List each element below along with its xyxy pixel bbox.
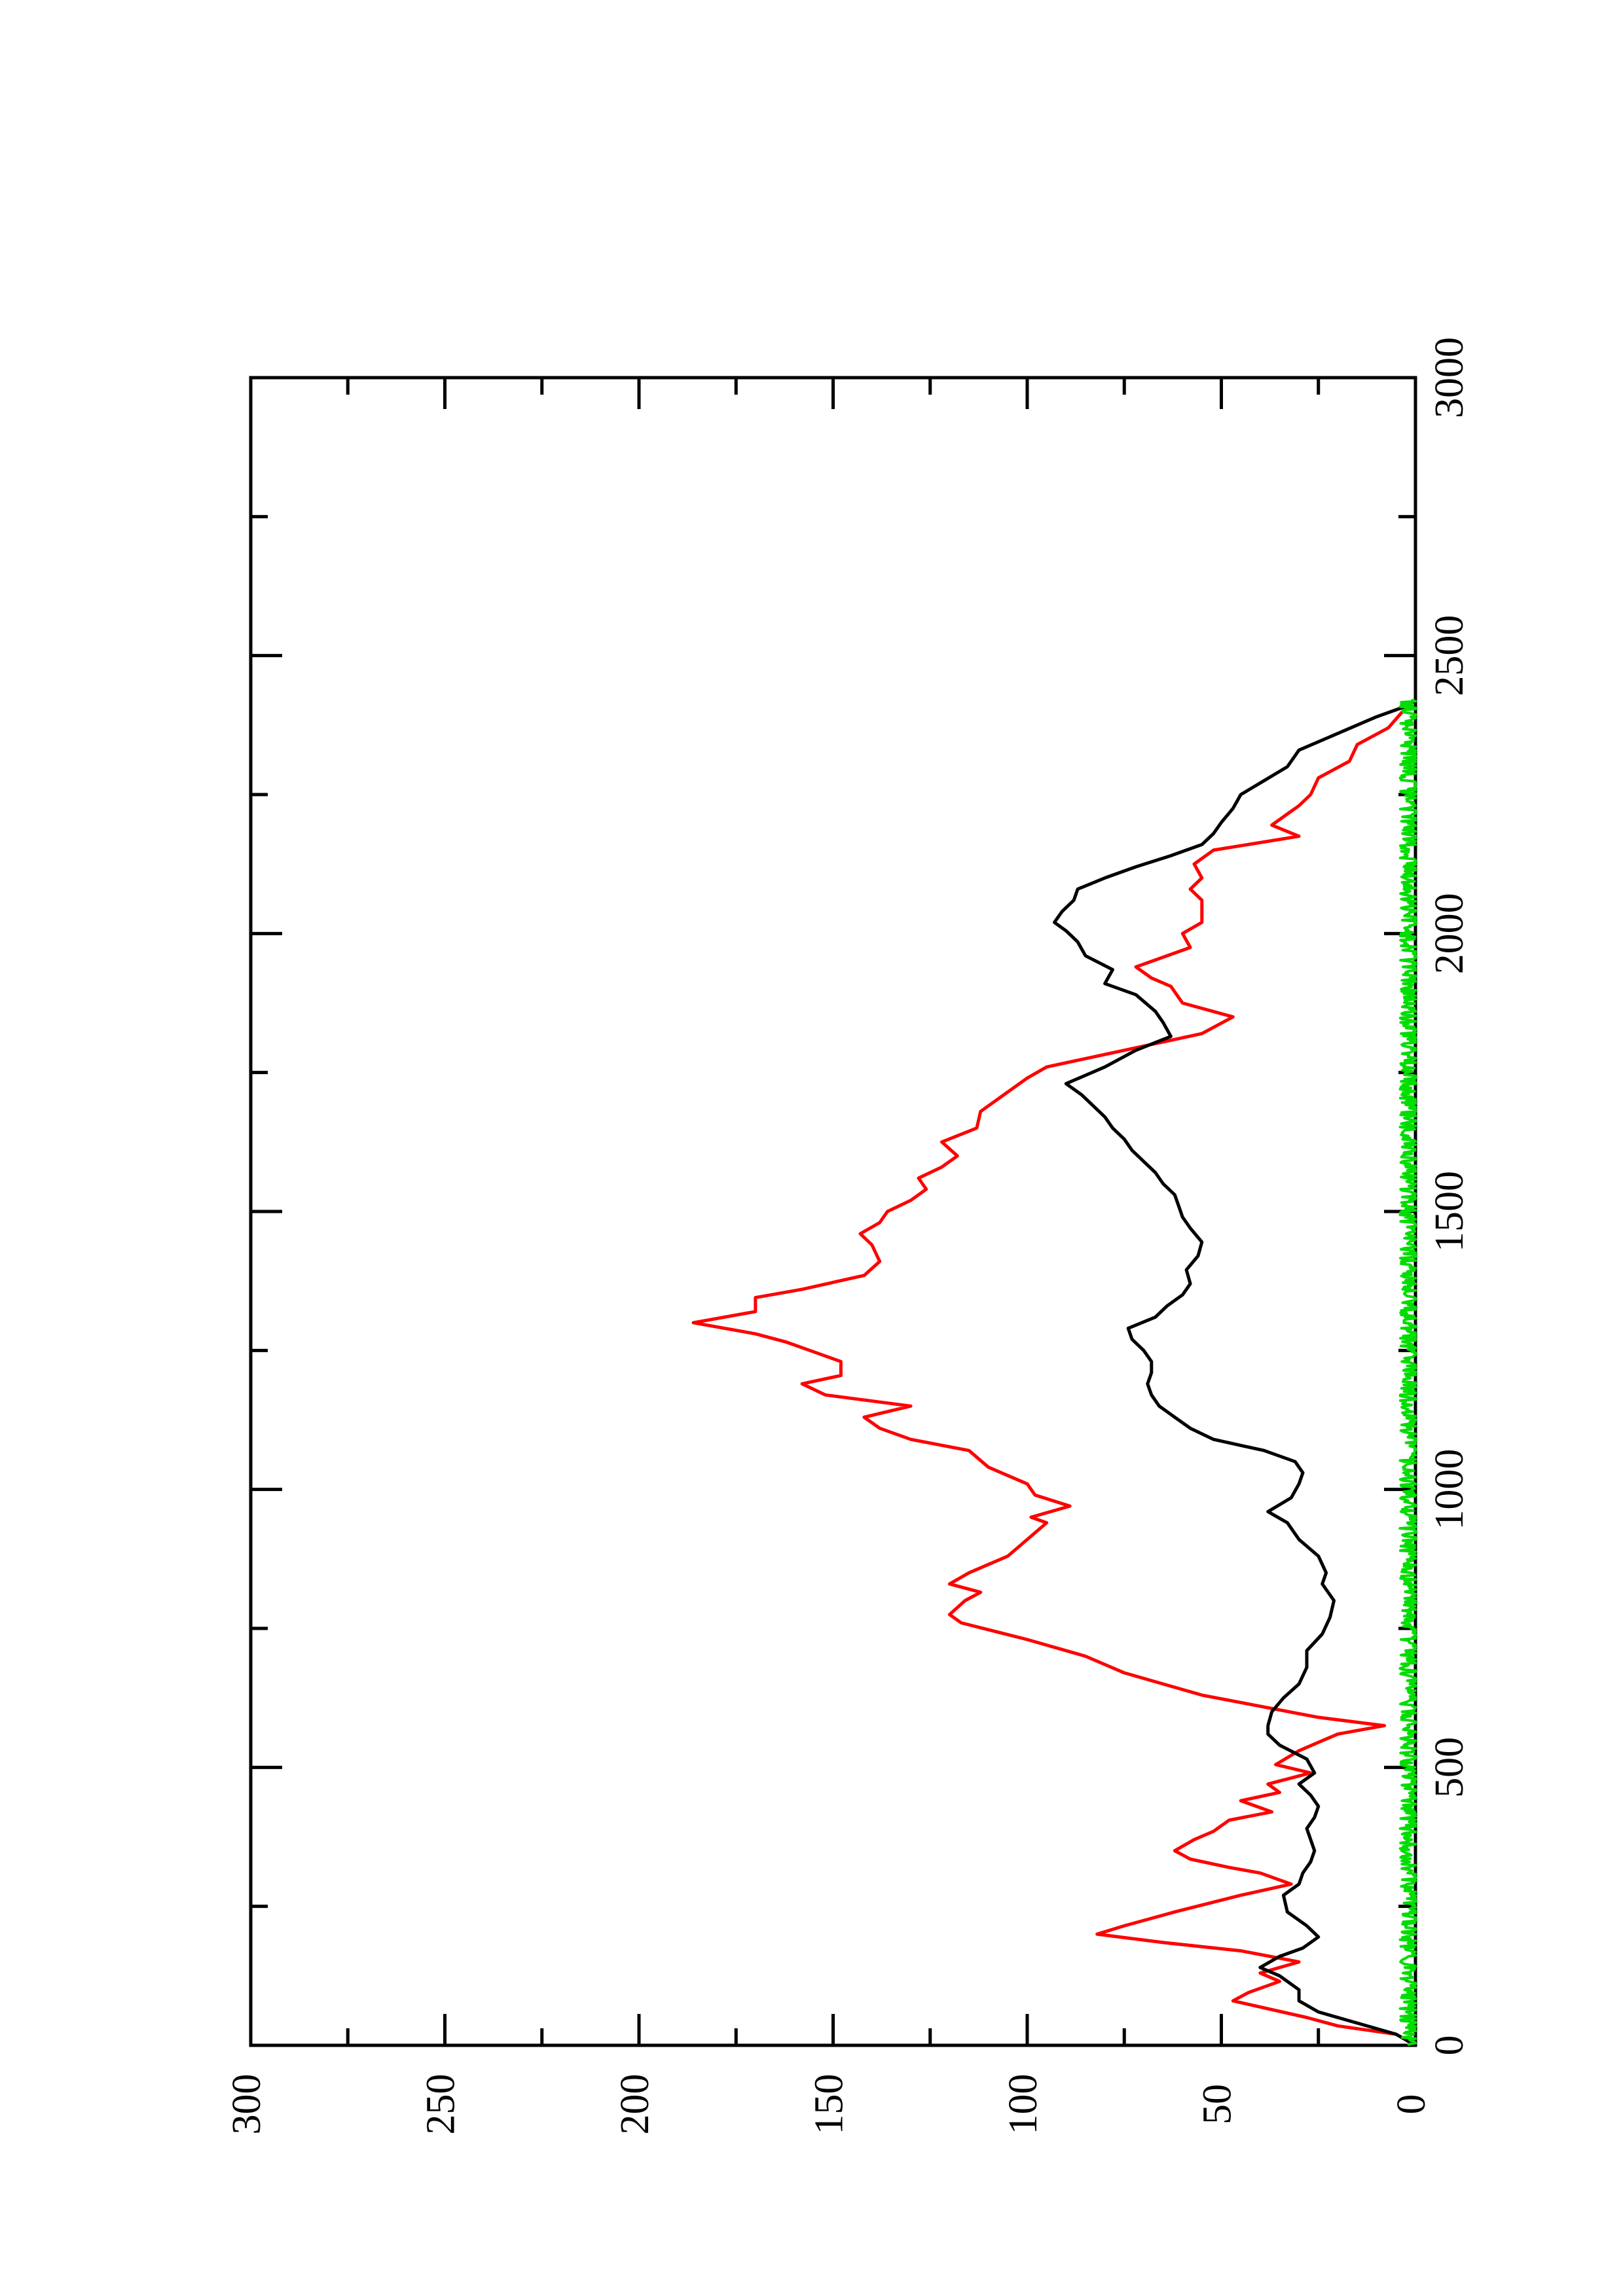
x-tick-label: 1500 bbox=[1427, 1171, 1472, 1252]
plot-frame bbox=[249, 376, 1417, 2047]
series-line-3 bbox=[1398, 698, 1417, 2047]
y-tick-label: 100 bbox=[1001, 2074, 1046, 2135]
y-tick-label: 50 bbox=[1195, 2084, 1240, 2125]
series-line-2 bbox=[1053, 698, 1417, 2047]
y-tick-label: 250 bbox=[419, 2074, 464, 2135]
data-series bbox=[691, 698, 1417, 2047]
y-tick-label: 150 bbox=[807, 2074, 852, 2135]
x-tick-label: 3000 bbox=[1427, 337, 1472, 418]
x-tick-label: 500 bbox=[1427, 1737, 1472, 1798]
series-line-1 bbox=[691, 698, 1417, 2047]
y-tick-label: 0 bbox=[1389, 2094, 1434, 2115]
x-tick-label: 0 bbox=[1427, 2036, 1472, 2056]
y-tick-label: 200 bbox=[613, 2074, 657, 2135]
x-tick-label: 2000 bbox=[1427, 893, 1472, 974]
y-tick-label: 300 bbox=[225, 2074, 269, 2135]
x-tick-label: 2500 bbox=[1427, 615, 1472, 696]
x-tick-label: 1000 bbox=[1427, 1449, 1472, 1530]
axis-ticks: 0 500 1000 1500 2000 2500 3000 0 50 100 150 200 250 3… bbox=[225, 337, 1472, 2135]
